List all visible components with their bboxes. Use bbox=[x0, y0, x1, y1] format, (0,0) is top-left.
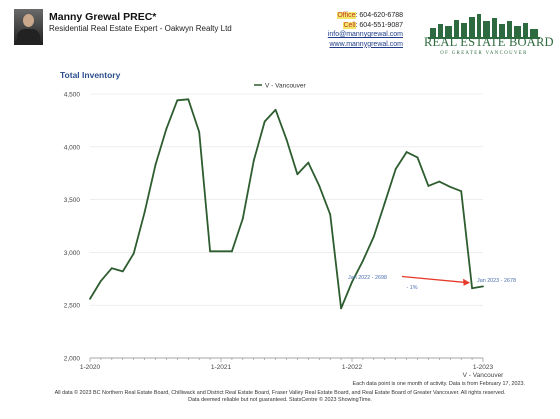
website-row: www.mannygrewal.com bbox=[293, 40, 403, 50]
y-tick-label: 2,500 bbox=[64, 303, 81, 310]
data-point bbox=[176, 99, 179, 102]
data-point bbox=[165, 127, 168, 130]
data-point bbox=[340, 307, 342, 310]
y-tick-label: 4,000 bbox=[64, 144, 81, 151]
email-link[interactable]: info@mannygrewal.com bbox=[327, 31, 403, 39]
cell-phone[interactable]: : 604-551-9087 bbox=[355, 21, 403, 29]
x-tick-label: 1-2022 bbox=[342, 364, 363, 371]
y-tick-label: 3,000 bbox=[64, 250, 81, 257]
agent-title: Residential Real Estate Expert - Oakwyn … bbox=[49, 24, 232, 33]
data-point bbox=[220, 250, 222, 253]
chart-title: Total Inventory bbox=[60, 70, 121, 80]
x-tick-label: 1-2023 bbox=[473, 364, 494, 371]
data-point bbox=[460, 190, 463, 193]
data-point bbox=[296, 173, 299, 176]
data-point bbox=[209, 250, 211, 253]
arrow-head-icon bbox=[463, 278, 471, 286]
chart-footnote: Each data point is one month of activity… bbox=[352, 381, 526, 387]
office-label: Office bbox=[337, 12, 356, 19]
website-link[interactable]: www.mannygrewal.com bbox=[329, 40, 403, 48]
data-point bbox=[427, 184, 430, 187]
cell-label: Cell bbox=[343, 21, 356, 29]
data-point bbox=[471, 287, 473, 290]
data-point bbox=[143, 211, 146, 214]
data-point bbox=[274, 108, 277, 111]
x-tick-label: 1-2021 bbox=[211, 364, 232, 371]
y-tick-label: 3,500 bbox=[64, 197, 81, 204]
data-point bbox=[89, 297, 91, 300]
board-logo-subtitle: OF GREATER VANCOUVER bbox=[440, 51, 528, 56]
data-point bbox=[372, 235, 375, 238]
data-point bbox=[110, 267, 113, 270]
agent-photo-head bbox=[23, 14, 34, 27]
agent-photo bbox=[14, 9, 43, 45]
data-point bbox=[252, 159, 255, 162]
annotation-jan-2023: Jan 2023 - 2678 bbox=[477, 278, 516, 284]
data-point bbox=[231, 250, 233, 253]
data-point bbox=[405, 151, 408, 153]
legend-label: V - Vancouver bbox=[265, 83, 307, 90]
series-line-vancouver bbox=[89, 98, 484, 310]
data-point bbox=[121, 270, 124, 273]
annotation-change: - 1% bbox=[406, 285, 417, 291]
disclaimer-line: Data deemed reliable but not guaranteed.… bbox=[188, 397, 372, 403]
y-tick-label: 2,000 bbox=[64, 356, 81, 363]
data-point bbox=[100, 280, 102, 282]
office-phone[interactable]: : 604-620-6788 bbox=[355, 12, 403, 19]
email-row: info@mannygrewal.com bbox=[293, 30, 403, 40]
data-point bbox=[263, 120, 266, 123]
office-row: Office: 604-620-6788 bbox=[293, 11, 403, 21]
data-point bbox=[285, 138, 288, 141]
data-point bbox=[383, 201, 386, 204]
annotation-jan-2022: Jan 2022 - 2698 bbox=[348, 275, 387, 281]
data-point bbox=[154, 163, 157, 166]
board-logo-skyline-icon bbox=[428, 14, 540, 39]
data-point bbox=[307, 161, 310, 164]
data-point bbox=[132, 252, 135, 255]
data-point bbox=[482, 285, 484, 288]
board-logo-name: REAL ESTATE BOARD bbox=[424, 35, 554, 49]
data-point bbox=[362, 259, 364, 262]
data-point bbox=[318, 184, 321, 187]
data-point bbox=[198, 131, 201, 133]
agent-name: Manny Grewal PREC* bbox=[49, 11, 157, 23]
annotation-arrow-line bbox=[401, 275, 465, 283]
data-point bbox=[241, 217, 244, 220]
x-tick-label: 1-2020 bbox=[80, 364, 101, 371]
x-axis-sublabel: V - Vancouver bbox=[463, 372, 505, 379]
data-point bbox=[329, 213, 332, 216]
data-point bbox=[187, 98, 190, 101]
data-point bbox=[416, 156, 419, 159]
y-tick-label: 4,500 bbox=[64, 92, 81, 99]
data-point bbox=[449, 186, 452, 188]
disclaimer: All data © 2023 BC Northern Real Estate … bbox=[0, 390, 560, 404]
data-point bbox=[394, 168, 397, 170]
cell-row: Cell: 604-551-9087 bbox=[293, 21, 403, 31]
agent-photo-body bbox=[17, 29, 40, 45]
data-point bbox=[351, 281, 353, 283]
data-point bbox=[438, 180, 441, 183]
contact-block: Office: 604-620-6788 Cell: 604-551-9087 … bbox=[293, 11, 403, 49]
disclaimer-line: All data © 2023 BC Northern Real Estate … bbox=[54, 390, 506, 396]
